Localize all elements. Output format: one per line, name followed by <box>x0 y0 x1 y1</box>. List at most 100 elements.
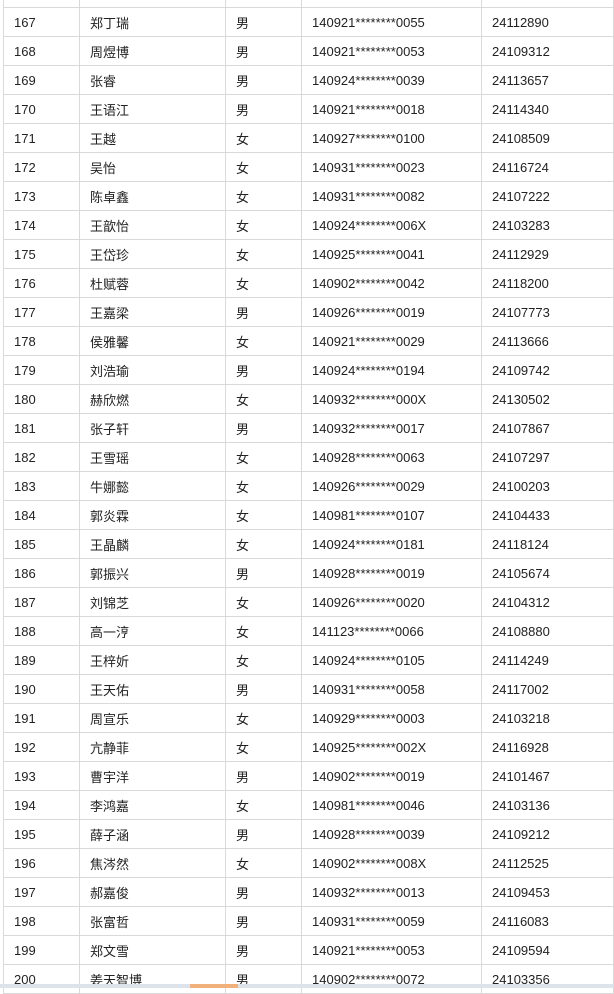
student-name-cell[interactable]: 赫欣燃 <box>79 384 226 414</box>
id-number-cell[interactable]: 140981********0046 <box>301 790 482 820</box>
row-number-cell[interactable]: 170 <box>3 94 80 124</box>
student-name-cell[interactable]: 刘锦芝 <box>79 587 226 617</box>
row-number-cell[interactable]: 179 <box>3 355 80 385</box>
horizontal-scrollbar[interactable] <box>0 984 614 988</box>
student-name-cell[interactable]: 王岱珍 <box>79 239 226 269</box>
id-number-cell[interactable]: 140924********0105 <box>301 645 482 675</box>
scrollbar-thumb[interactable] <box>190 984 238 988</box>
row-number-cell[interactable]: 171 <box>3 123 80 153</box>
row-number-cell[interactable]: 178 <box>3 326 80 356</box>
student-number-cell[interactable]: 24103218 <box>481 703 614 733</box>
gender-cell[interactable]: 女 <box>225 152 302 182</box>
id-number-cell[interactable]: 140929********0003 <box>301 703 482 733</box>
id-number-cell[interactable]: 140931********0023 <box>301 152 482 182</box>
student-name-cell[interactable]: 周煜博 <box>79 36 226 66</box>
student-number-cell[interactable]: 24109212 <box>481 819 614 849</box>
student-number-cell[interactable]: 24116083 <box>481 906 614 936</box>
gender-cell[interactable]: 男 <box>225 36 302 66</box>
student-name-cell[interactable]: 陈卓鑫 <box>79 181 226 211</box>
gender-cell[interactable]: 男 <box>225 964 302 994</box>
gender-cell[interactable]: 女 <box>225 732 302 762</box>
id-number-cell[interactable]: 140924********0194 <box>301 355 482 385</box>
student-number-cell[interactable]: 24105674 <box>481 558 614 588</box>
id-number-cell[interactable]: 140902********0019 <box>301 761 482 791</box>
id-number-cell[interactable]: 140931********0059 <box>301 906 482 936</box>
gender-cell[interactable]: 男 <box>225 65 302 95</box>
row-number-cell[interactable]: 184 <box>3 500 80 530</box>
id-number-cell[interactable]: 140902********008X <box>301 848 482 878</box>
student-number-cell[interactable]: 24114249 <box>481 645 614 675</box>
row-number-cell[interactable]: 181 <box>3 413 80 443</box>
student-name-cell[interactable]: 牛娜懿 <box>79 471 226 501</box>
id-number-cell[interactable]: 140921********0053 <box>301 935 482 965</box>
student-number-cell[interactable]: 24112525 <box>481 848 614 878</box>
row-number-cell[interactable]: 185 <box>3 529 80 559</box>
id-number-cell[interactable]: 140928********0019 <box>301 558 482 588</box>
row-number-cell[interactable]: 197 <box>3 877 80 907</box>
gender-cell[interactable]: 女 <box>225 181 302 211</box>
id-number-cell[interactable]: 140932********000X <box>301 384 482 414</box>
id-number-cell[interactable] <box>301 0 482 8</box>
gender-cell[interactable]: 女 <box>225 616 302 646</box>
gender-cell[interactable]: 男 <box>225 413 302 443</box>
student-name-cell[interactable]: 张子轩 <box>79 413 226 443</box>
student-number-cell[interactable]: 24107297 <box>481 442 614 472</box>
id-number-cell[interactable]: 140921********0018 <box>301 94 482 124</box>
id-number-cell[interactable]: 140932********0017 <box>301 413 482 443</box>
id-number-cell[interactable]: 140931********0058 <box>301 674 482 704</box>
row-number-cell[interactable]: 190 <box>3 674 80 704</box>
gender-cell[interactable]: 女 <box>225 645 302 675</box>
row-number-cell[interactable]: 180 <box>3 384 80 414</box>
gender-cell[interactable]: 女 <box>225 268 302 298</box>
student-name-cell[interactable]: 刘浩瑜 <box>79 355 226 385</box>
student-number-cell[interactable]: 24117002 <box>481 674 614 704</box>
id-number-cell[interactable]: 140926********0029 <box>301 471 482 501</box>
student-number-cell[interactable]: 24113657 <box>481 65 614 95</box>
student-name-cell[interactable]: 郝嘉俊 <box>79 877 226 907</box>
row-number-cell[interactable]: 187 <box>3 587 80 617</box>
row-number-cell[interactable]: 200 <box>3 964 80 994</box>
row-number-cell[interactable]: 198 <box>3 906 80 936</box>
student-number-cell[interactable]: 24118200 <box>481 268 614 298</box>
student-number-cell[interactable]: 24109312 <box>481 36 614 66</box>
student-name-cell[interactable]: 高一涥 <box>79 616 226 646</box>
row-number-cell[interactable]: 176 <box>3 268 80 298</box>
gender-cell[interactable]: 男 <box>225 819 302 849</box>
student-name-cell[interactable]: 王歆怡 <box>79 210 226 240</box>
gender-cell[interactable]: 女 <box>225 210 302 240</box>
student-name-cell[interactable]: 李鸿嘉 <box>79 790 226 820</box>
row-number-cell[interactable]: 183 <box>3 471 80 501</box>
student-name-cell[interactable]: 张富哲 <box>79 906 226 936</box>
row-number-cell[interactable]: 173 <box>3 181 80 211</box>
student-number-cell[interactable]: 24114340 <box>481 94 614 124</box>
student-number-cell[interactable]: 24100203 <box>481 471 614 501</box>
student-number-cell[interactable]: 24118124 <box>481 529 614 559</box>
student-number-cell[interactable]: 24108509 <box>481 123 614 153</box>
row-number-cell[interactable]: 167 <box>3 7 80 37</box>
student-name-cell[interactable]: 亢静菲 <box>79 732 226 762</box>
gender-cell[interactable]: 男 <box>225 906 302 936</box>
student-number-cell[interactable]: 24109742 <box>481 355 614 385</box>
gender-cell[interactable]: 女 <box>225 703 302 733</box>
student-name-cell[interactable]: 王语江 <box>79 94 226 124</box>
id-number-cell[interactable]: 140924********0181 <box>301 529 482 559</box>
id-number-cell[interactable]: 140926********0019 <box>301 297 482 327</box>
row-number-cell[interactable]: 189 <box>3 645 80 675</box>
gender-cell[interactable]: 女 <box>225 790 302 820</box>
row-number-cell[interactable]: 177 <box>3 297 80 327</box>
id-number-cell[interactable]: 140928********0039 <box>301 819 482 849</box>
gender-cell[interactable]: 女 <box>225 500 302 530</box>
gender-cell[interactable]: 男 <box>225 297 302 327</box>
id-number-cell[interactable]: 140902********0042 <box>301 268 482 298</box>
student-name-cell[interactable] <box>79 0 226 8</box>
student-name-cell[interactable]: 周宣乐 <box>79 703 226 733</box>
student-name-cell[interactable]: 王晶麟 <box>79 529 226 559</box>
gender-cell[interactable]: 女 <box>225 471 302 501</box>
student-name-cell[interactable]: 曹宇洋 <box>79 761 226 791</box>
student-number-cell[interactable]: 24112890 <box>481 7 614 37</box>
id-number-cell[interactable]: 140927********0100 <box>301 123 482 153</box>
student-name-cell[interactable]: 姜天智博 <box>79 964 226 994</box>
student-number-cell[interactable]: 24101467 <box>481 761 614 791</box>
gender-cell[interactable]: 男 <box>225 558 302 588</box>
gender-cell[interactable]: 女 <box>225 123 302 153</box>
